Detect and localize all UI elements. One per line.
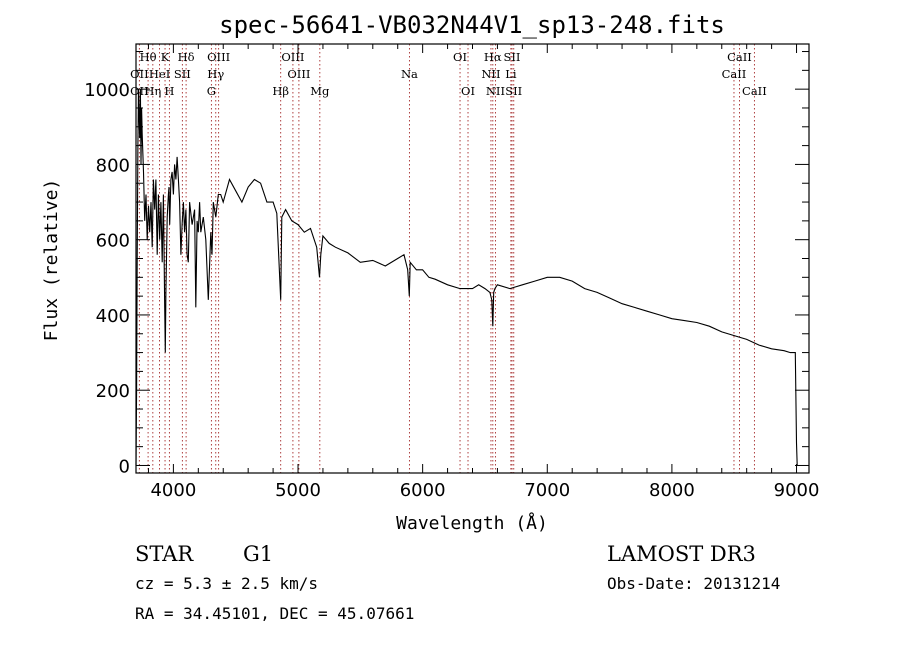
line-label: Hα — [484, 50, 502, 64]
line-label: SII — [504, 50, 521, 64]
x-axis-ticks: 4000 5000 6000 7000 8000 9000 — [147, 44, 820, 501]
line-label: Hβ — [272, 84, 289, 98]
spectrum-series-line — [135, 89, 798, 466]
y-tick-label: 600 — [96, 231, 130, 252]
line-label: G — [207, 84, 216, 98]
line-label: HeI — [149, 67, 170, 81]
x-tick-label: 4000 — [150, 480, 196, 501]
line-label: K — [161, 50, 170, 64]
x-tick-label: 7000 — [524, 480, 570, 501]
x-tick-label: 6000 — [400, 480, 446, 501]
line-label: Hθ — [140, 50, 157, 64]
line-label: OIII — [207, 50, 230, 64]
object-subclass: G1 — [243, 542, 273, 566]
observation-date: Obs-Date: 20131214 — [607, 574, 780, 593]
spectral-line-markers — [138, 44, 755, 473]
x-tick-label: 9000 — [774, 480, 820, 501]
line-label: OI — [453, 50, 467, 64]
y-tick-label: 800 — [96, 155, 130, 176]
x-axis-label: Wavelength (Å) — [396, 512, 548, 534]
line-label: NII — [481, 67, 500, 81]
line-label: Mg — [310, 84, 330, 98]
line-label: Hγ — [207, 67, 224, 81]
x-tick-label: 5000 — [275, 480, 321, 501]
chart-title: spec-56641-VB032N44V1_sp13-248.fits — [219, 11, 725, 39]
line-label: CaII — [742, 84, 767, 98]
y-tick-label: 0 — [119, 456, 130, 477]
survey-name: LAMOST DR3 — [607, 542, 756, 566]
object-class: STAR — [135, 542, 194, 566]
line-label: CaII — [727, 50, 752, 64]
line-label: Hη — [144, 84, 161, 98]
line-label: SII — [174, 67, 191, 81]
line-label: OIII — [287, 67, 310, 81]
y-axis-ticks: 0 200 400 600 800 1000 — [84, 51, 809, 477]
redshift-cz: cz = 5.3 ± 2.5 km/s — [135, 574, 318, 593]
line-label: Li — [505, 67, 517, 81]
y-tick-label: 400 — [96, 306, 130, 327]
line-label: H — [164, 84, 174, 98]
line-label: SII — [505, 84, 522, 98]
ra-dec: RA = 34.45101, DEC = 45.07661 — [135, 604, 414, 623]
y-tick-label: 1000 — [84, 80, 130, 101]
x-tick-label: 8000 — [649, 480, 695, 501]
y-tick-label: 200 — [96, 381, 130, 402]
y-axis-label: Flux (relative) — [41, 179, 62, 342]
line-label: Hδ — [178, 50, 195, 64]
line-label: OIII — [281, 50, 304, 64]
line-label: OI — [461, 84, 475, 98]
line-label: CaII — [722, 67, 747, 81]
plot-frame — [135, 43, 810, 474]
line-label: OII — [130, 84, 149, 98]
line-label: NII — [486, 84, 505, 98]
line-label: Na — [401, 67, 418, 81]
line-label: OII — [130, 67, 149, 81]
